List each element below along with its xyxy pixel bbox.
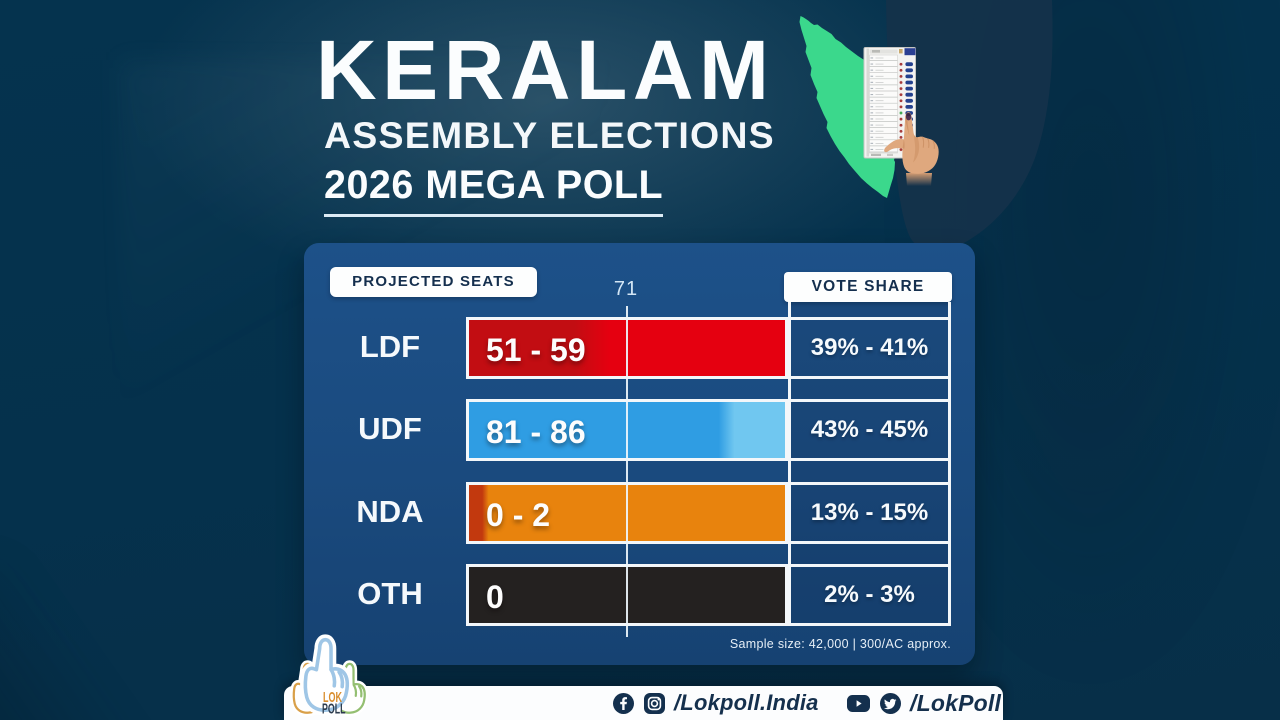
page-title: KERALAM — [316, 23, 775, 117]
twitter-icon[interactable] — [880, 692, 901, 714]
evm-machine — [863, 47, 916, 159]
logo-text-poll: POLL — [322, 701, 346, 718]
sample-size-note: Sample size: 42,000 | 300/AC approx. — [729, 637, 951, 651]
logo-text-lok: LOK — [323, 689, 342, 706]
social-group-left: /Lokpoll.India — [613, 686, 821, 720]
vote-share-udf: 43% - 45% — [810, 416, 929, 444]
footer-band: /Lokpoll.India /LokPoll — [284, 686, 1003, 720]
lokpoll-logo: LOK POLL — [290, 634, 369, 718]
facebook-icon[interactable] — [613, 692, 634, 714]
logo-hand-center — [300, 634, 353, 716]
kerala-evm-artwork — [799, 0, 1053, 251]
party-label-nda: NDA — [356, 493, 424, 529]
majority-mark-label: 71 — [613, 278, 639, 300]
party-label-udf: UDF — [358, 411, 422, 447]
vote-share-grid-line — [791, 317, 948, 320]
background-corner-shade — [0, 560, 240, 720]
vote-share-grid-line — [791, 376, 948, 379]
vote-share-grid-line — [791, 564, 948, 568]
social-group-right: /LokPoll — [847, 686, 1003, 720]
vote-share-header: VOTE SHARE — [784, 272, 952, 302]
facebook-instagram-handle[interactable]: /Lokpoll.India — [674, 690, 819, 715]
party-label-oth: OTH — [357, 576, 423, 612]
page-subtitle: ASSEMBLY ELECTIONS — [324, 114, 775, 156]
vote-share-grid-line — [791, 623, 948, 627]
page-edition: 2026 MEGA POLL — [324, 165, 664, 217]
vote-share-column: 39% - 41% 43% - 45% 13% - 15% 2% - 3% — [788, 302, 951, 627]
majority-mark-line — [625, 306, 628, 637]
poll-panel: PROJECTED SEATS VOTE SHARE 71 LDF UDF ND… — [304, 243, 975, 665]
instagram-icon[interactable] — [644, 692, 665, 714]
vote-share-nda: 13% - 15% — [810, 498, 929, 526]
vote-share-oth: 2% - 3% — [824, 581, 915, 609]
youtube-twitter-handle[interactable]: /LokPoll — [910, 689, 1002, 716]
hand-shape — [884, 112, 939, 174]
person-silhouette-shape — [886, 0, 1053, 251]
projected-seats-header: PROJECTED SEATS — [330, 267, 537, 297]
vote-share-grid-line — [791, 481, 948, 485]
vote-share-ldf: 39% - 41% — [810, 334, 929, 361]
voter-hand — [884, 112, 939, 186]
vote-share-grid-line — [791, 540, 948, 544]
youtube-icon[interactable] — [847, 693, 870, 714]
vote-share-grid-line — [791, 399, 948, 403]
vote-share-grid-line — [791, 458, 948, 462]
party-label-ldf: LDF — [359, 329, 421, 364]
